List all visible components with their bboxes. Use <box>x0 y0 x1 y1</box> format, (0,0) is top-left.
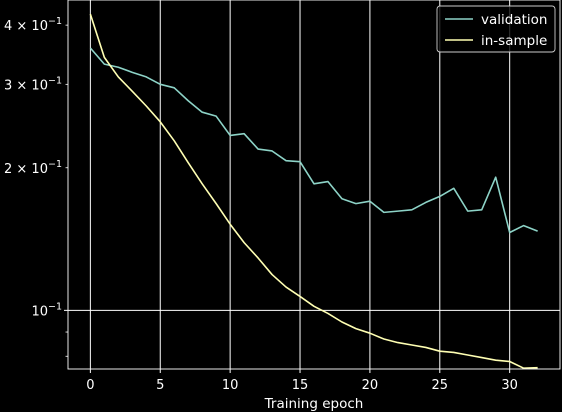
grid <box>68 0 560 369</box>
legend: validation in-sample <box>436 5 556 53</box>
y-tick-label: 3 × 10−1 <box>4 75 62 93</box>
y-tick-label-exponent: −1 <box>48 16 62 27</box>
plot-area-frame <box>67 0 561 370</box>
x-tick-label: 5 <box>156 378 164 393</box>
y-tick-label: 10−1 <box>31 301 62 319</box>
legend-label-validation: validation <box>481 12 547 28</box>
series-line-in-sample <box>89 13 538 369</box>
y-tick-label: 4 × 10−1 <box>4 16 62 34</box>
x-tick-label: 0 <box>86 378 94 393</box>
legend-label-in-sample: in-sample <box>481 33 547 49</box>
series-lines <box>89 13 538 369</box>
x-tick-label: 15 <box>292 378 309 393</box>
x-tick-label: 25 <box>432 378 449 393</box>
y-tick-label-base: 2 × 10 <box>4 162 48 177</box>
x-tick-label: 10 <box>222 378 239 393</box>
x-axis-label: Training epoch <box>264 396 364 412</box>
y-tick-label-base: 3 × 10 <box>4 78 48 93</box>
y-tick-label-base: 4 × 10 <box>4 19 48 34</box>
y-tick-label-exponent: −1 <box>48 159 62 170</box>
x-tick-label: 30 <box>501 378 518 393</box>
y-tick-label-exponent: −1 <box>48 75 62 86</box>
y-tick-label-exponent: −1 <box>48 301 62 312</box>
x-tick-label: 20 <box>362 378 379 393</box>
series-line-validation <box>89 47 538 234</box>
y-tick-label: 2 × 10−1 <box>4 159 62 177</box>
y-tick-label-base: 10 <box>31 304 48 319</box>
